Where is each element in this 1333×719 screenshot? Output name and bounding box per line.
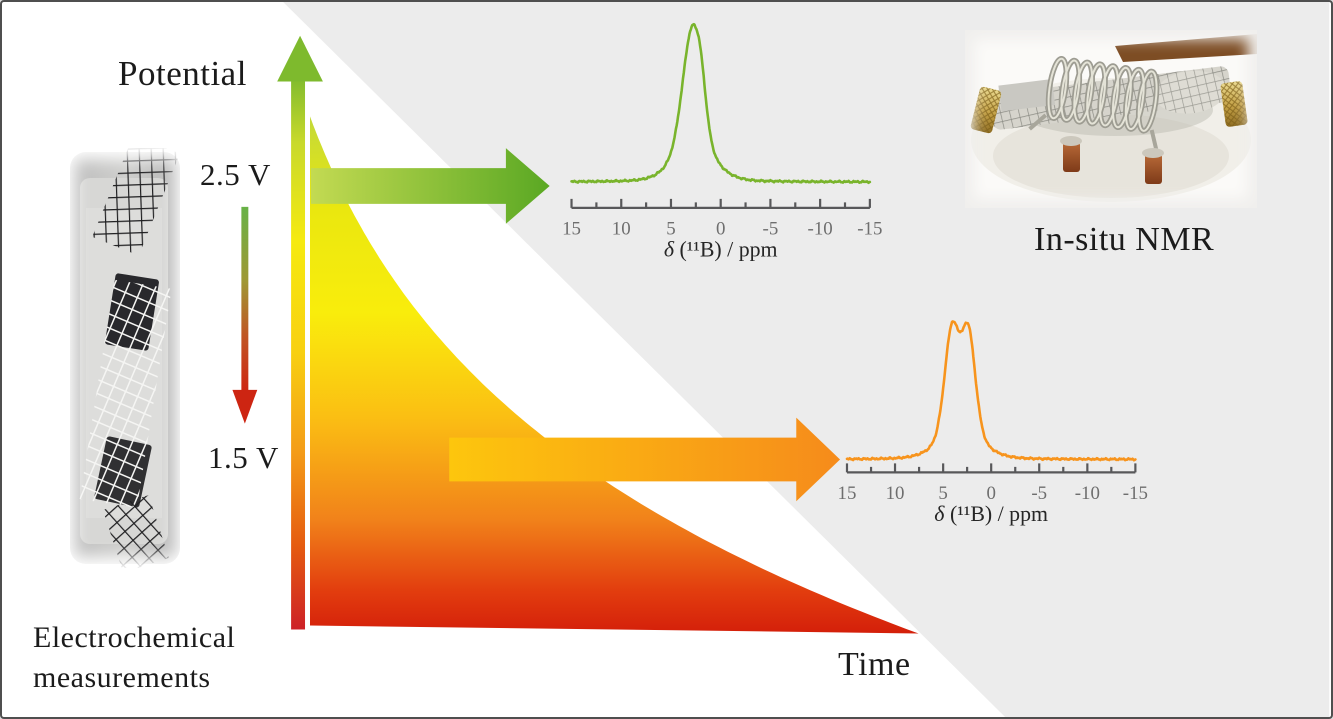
electrochemical-measurements-label: Electrochemical measurements: [33, 618, 235, 698]
axis-tick-label: 0: [986, 483, 995, 504]
axis-tick-label: 0: [716, 219, 725, 240]
axis-tick-label: -10: [808, 219, 833, 240]
axis-tick-label: 5: [938, 483, 947, 504]
bottom-black-mesh: [102, 495, 169, 568]
brass-screw: [970, 86, 1002, 134]
voltage-decay-curve: [309, 116, 919, 634]
axis-tick-label: 10: [612, 219, 631, 240]
axis-tick-label: -5: [763, 219, 779, 240]
rf-coil-icon: [1028, 56, 1160, 150]
potential-axis-label: Potential: [118, 54, 247, 93]
white-mesh-electrode: [79, 279, 172, 509]
nmr-probe-photo: [965, 30, 1257, 208]
spectrum-line: [845, 320, 1137, 462]
nmr-spectrum-green: 15 10 5 0 -5 -10 -15 δ (¹¹B) / ppm: [562, 22, 882, 262]
copper-post: [1142, 148, 1164, 184]
in-situ-nmr-label: In-situ NMR: [1034, 221, 1215, 258]
pouch-cell-photo: [64, 148, 186, 568]
brass-screw: [1220, 81, 1248, 127]
top-black-mesh: [92, 148, 180, 256]
arrow-to-orange-spectrum: [449, 417, 841, 502]
background-band: [1115, 34, 1257, 62]
axis-tick-label: -15: [857, 219, 882, 240]
voltage-window-arrow: [232, 206, 258, 424]
axis-tick-label: -5: [1031, 483, 1047, 504]
spectrum-xlabel: δ (¹¹B) / ppm: [664, 238, 778, 262]
axis-tick-label: 15: [562, 219, 581, 240]
voltage-high-label: 2.5 V: [200, 157, 271, 192]
potential-axis-shaft: [291, 75, 306, 630]
axis-tick-label: -10: [1075, 483, 1100, 504]
axis-tick-label: -15: [1123, 483, 1148, 504]
axis-tick-label: 10: [886, 483, 905, 504]
nmr-spectrum-orange: 15 10 5 0 -5 -10 -15 δ (¹¹B) / ppm: [838, 320, 1148, 526]
voltage-window-arrowhead-icon: [232, 389, 258, 424]
voltage-low-label: 1.5 V: [208, 440, 279, 475]
electrochemical-label-line2: measurements: [33, 660, 211, 694]
spectrum-axis: [845, 463, 1137, 474]
voltage-window-shaft: [241, 206, 249, 392]
axis-tick-label: 5: [666, 219, 675, 240]
potential-axis-arrowhead-icon: [277, 35, 323, 82]
potential-axis-arrow: [277, 35, 323, 630]
spectrum-axis: [570, 198, 871, 209]
arrow-to-green-spectrum: [310, 148, 550, 224]
spectrum-line: [570, 22, 872, 185]
copper-post: [1060, 136, 1082, 172]
axis-tick-label: 15: [838, 483, 857, 504]
electrochemical-label-line1: Electrochemical: [33, 621, 236, 654]
spectrum-xlabel: δ (¹¹B) / ppm: [934, 502, 1048, 526]
time-axis-label: Time: [838, 646, 911, 683]
